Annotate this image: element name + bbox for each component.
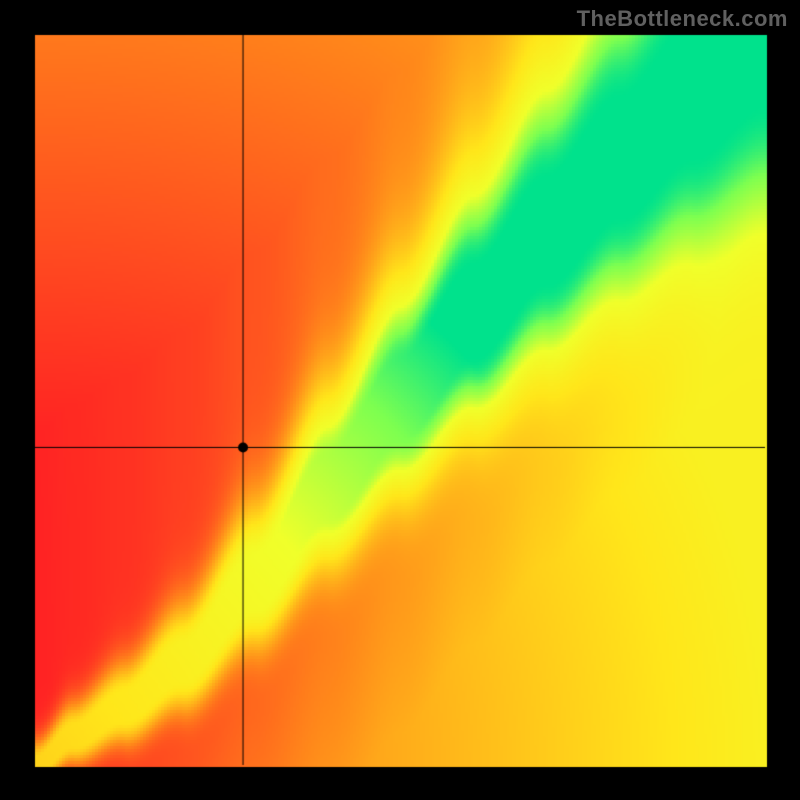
heatmap-canvas bbox=[0, 0, 800, 800]
watermark-text: TheBottleneck.com bbox=[577, 6, 788, 32]
chart-container: TheBottleneck.com bbox=[0, 0, 800, 800]
